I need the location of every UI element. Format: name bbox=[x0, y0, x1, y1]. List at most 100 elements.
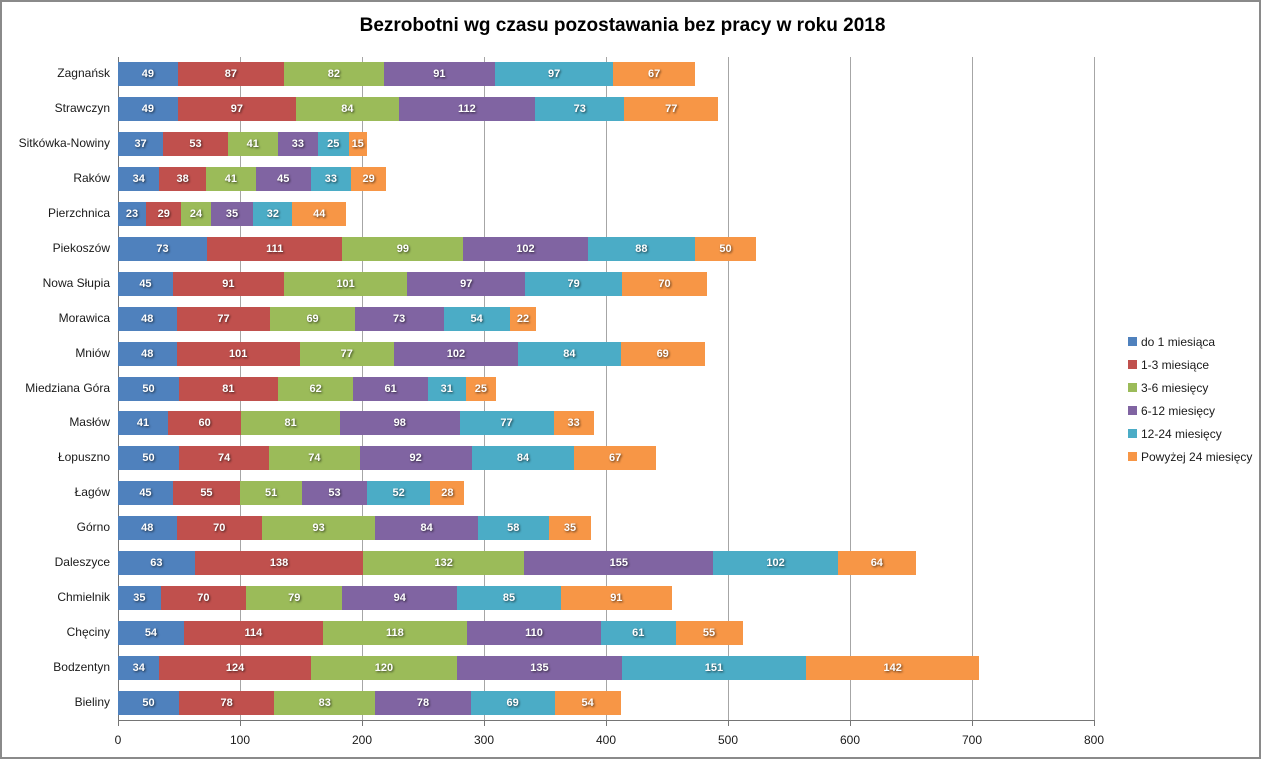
bar-segment: 78 bbox=[375, 690, 471, 715]
bar-value-label: 120 bbox=[374, 661, 394, 674]
bar-segment: 45 bbox=[118, 271, 173, 296]
bar-segment: 73 bbox=[354, 306, 444, 331]
bar-row: 45 55 51 53 52 28 bbox=[118, 481, 465, 506]
legend-marker bbox=[1128, 429, 1137, 438]
bar-segment: 93 bbox=[261, 516, 376, 541]
bar-value-label: 84 bbox=[563, 347, 576, 360]
bar-segment: 79 bbox=[246, 585, 343, 610]
bar-value-label: 35 bbox=[133, 591, 146, 604]
bar-segment: 35 bbox=[210, 202, 254, 227]
bar-value-label: 155 bbox=[609, 556, 628, 569]
bar-segment: 35 bbox=[118, 585, 161, 610]
bar-value-label: 33 bbox=[291, 138, 305, 151]
bar-segment: 97 bbox=[494, 62, 614, 87]
bar-segment: 120 bbox=[310, 655, 458, 680]
bar-value-label: 70 bbox=[658, 277, 671, 290]
plot-area: 49 87 82 91 97 67 49 97 84 112 73 77 37 53 41 33 25 15 34 3… bbox=[118, 57, 1095, 720]
bar-segment: 25 bbox=[318, 132, 349, 157]
bar-segment: 78 bbox=[179, 690, 275, 715]
legend-label: 6-12 miesięcy bbox=[1141, 403, 1216, 418]
bar-value-label: 33 bbox=[324, 173, 337, 186]
bar-value-label: 70 bbox=[197, 591, 210, 604]
bar-value-label: 25 bbox=[474, 382, 488, 395]
bar-value-label: 78 bbox=[416, 696, 430, 709]
bar-value-label: 84 bbox=[516, 452, 530, 465]
bar-value-label: 15 bbox=[351, 138, 364, 151]
bar-segment: 79 bbox=[525, 271, 622, 296]
bar-value-label: 91 bbox=[433, 68, 446, 81]
bar-segment: 132 bbox=[363, 550, 525, 575]
bar-value-label: 60 bbox=[198, 417, 211, 430]
bar-value-label: 77 bbox=[340, 347, 353, 360]
category-label: Raków bbox=[73, 171, 110, 186]
bar-segment: 91 bbox=[383, 62, 495, 87]
x-tick-label: 200 bbox=[351, 733, 373, 747]
gridline bbox=[850, 57, 851, 720]
bar-segment: 142 bbox=[806, 655, 980, 680]
bar-value-label: 118 bbox=[386, 626, 404, 639]
bar-value-label: 41 bbox=[246, 138, 259, 151]
bar-value-label: 64 bbox=[870, 556, 883, 569]
bar-value-label: 112 bbox=[458, 103, 476, 116]
bar-segment: 23 bbox=[118, 202, 147, 227]
bar-segment: 62 bbox=[277, 376, 354, 401]
bar-segment: 31 bbox=[427, 376, 466, 401]
bar-segment: 102 bbox=[713, 550, 838, 575]
bar-segment: 74 bbox=[179, 446, 270, 471]
bar-segment: 52 bbox=[366, 481, 431, 506]
bar-value-label: 111 bbox=[266, 242, 284, 255]
bar-value-label: 51 bbox=[264, 487, 278, 500]
axis-tick bbox=[606, 721, 607, 726]
bar-value-label: 55 bbox=[200, 487, 213, 500]
bar-value-label: 101 bbox=[228, 347, 248, 360]
bar-value-label: 61 bbox=[384, 382, 397, 395]
category-label: Sitkówka-Nowiny bbox=[18, 136, 110, 151]
bar-segment: 118 bbox=[322, 620, 467, 645]
x-tick-label: 700 bbox=[961, 733, 983, 747]
bar-segment: 58 bbox=[477, 516, 549, 541]
bar-row: 23 29 24 35 32 44 bbox=[118, 202, 347, 227]
bar-value-label: 35 bbox=[225, 208, 239, 221]
bar-value-label: 73 bbox=[393, 312, 406, 325]
bar-value-label: 63 bbox=[150, 556, 163, 569]
bar-segment: 102 bbox=[393, 341, 519, 366]
bar-value-label: 77 bbox=[500, 417, 513, 430]
bar-value-label: 62 bbox=[309, 382, 322, 395]
bar-segment: 64 bbox=[837, 550, 916, 575]
category-label: Pierzchnica bbox=[47, 206, 110, 221]
bar-segment: 60 bbox=[168, 411, 242, 436]
bar-segment: 61 bbox=[353, 376, 428, 401]
bar-segment: 15 bbox=[348, 132, 367, 157]
bar-segment: 67 bbox=[613, 62, 695, 87]
category-label: Łagów bbox=[74, 485, 110, 500]
bar-value-label: 77 bbox=[665, 103, 678, 116]
bar-row: 41 60 81 98 77 33 bbox=[118, 411, 594, 436]
bar-segment: 74 bbox=[269, 446, 360, 471]
bar-value-label: 114 bbox=[244, 626, 263, 639]
legend-label: Powyżej 24 miesięcy bbox=[1141, 449, 1253, 464]
bar-segment: 77 bbox=[459, 411, 554, 436]
bar-segment: 55 bbox=[675, 620, 743, 645]
bar-value-label: 97 bbox=[460, 277, 473, 290]
bar-segment: 34 bbox=[118, 167, 160, 192]
bar-segment: 33 bbox=[553, 411, 594, 436]
bar-value-label: 50 bbox=[142, 452, 155, 465]
bar-value-label: 41 bbox=[136, 417, 150, 430]
bar-segment: 50 bbox=[695, 236, 757, 261]
bar-value-label: 99 bbox=[396, 242, 409, 255]
bar-value-label: 33 bbox=[567, 417, 580, 430]
bar-value-label: 53 bbox=[189, 138, 202, 151]
legend-item: do 1 miesiąca bbox=[1128, 335, 1252, 349]
category-label: Strawczyn bbox=[54, 101, 110, 116]
bar-value-label: 91 bbox=[222, 277, 235, 290]
bar-value-label: 110 bbox=[525, 626, 543, 639]
bar-value-label: 69 bbox=[656, 347, 669, 360]
x-tick-label: 800 bbox=[1083, 733, 1105, 747]
bar-segment: 22 bbox=[509, 306, 537, 331]
bar-segment: 48 bbox=[118, 516, 177, 541]
bar-segment: 69 bbox=[620, 341, 705, 366]
bar-segment: 28 bbox=[430, 481, 465, 506]
bar-value-label: 81 bbox=[222, 382, 235, 395]
bar-value-label: 84 bbox=[341, 103, 354, 116]
